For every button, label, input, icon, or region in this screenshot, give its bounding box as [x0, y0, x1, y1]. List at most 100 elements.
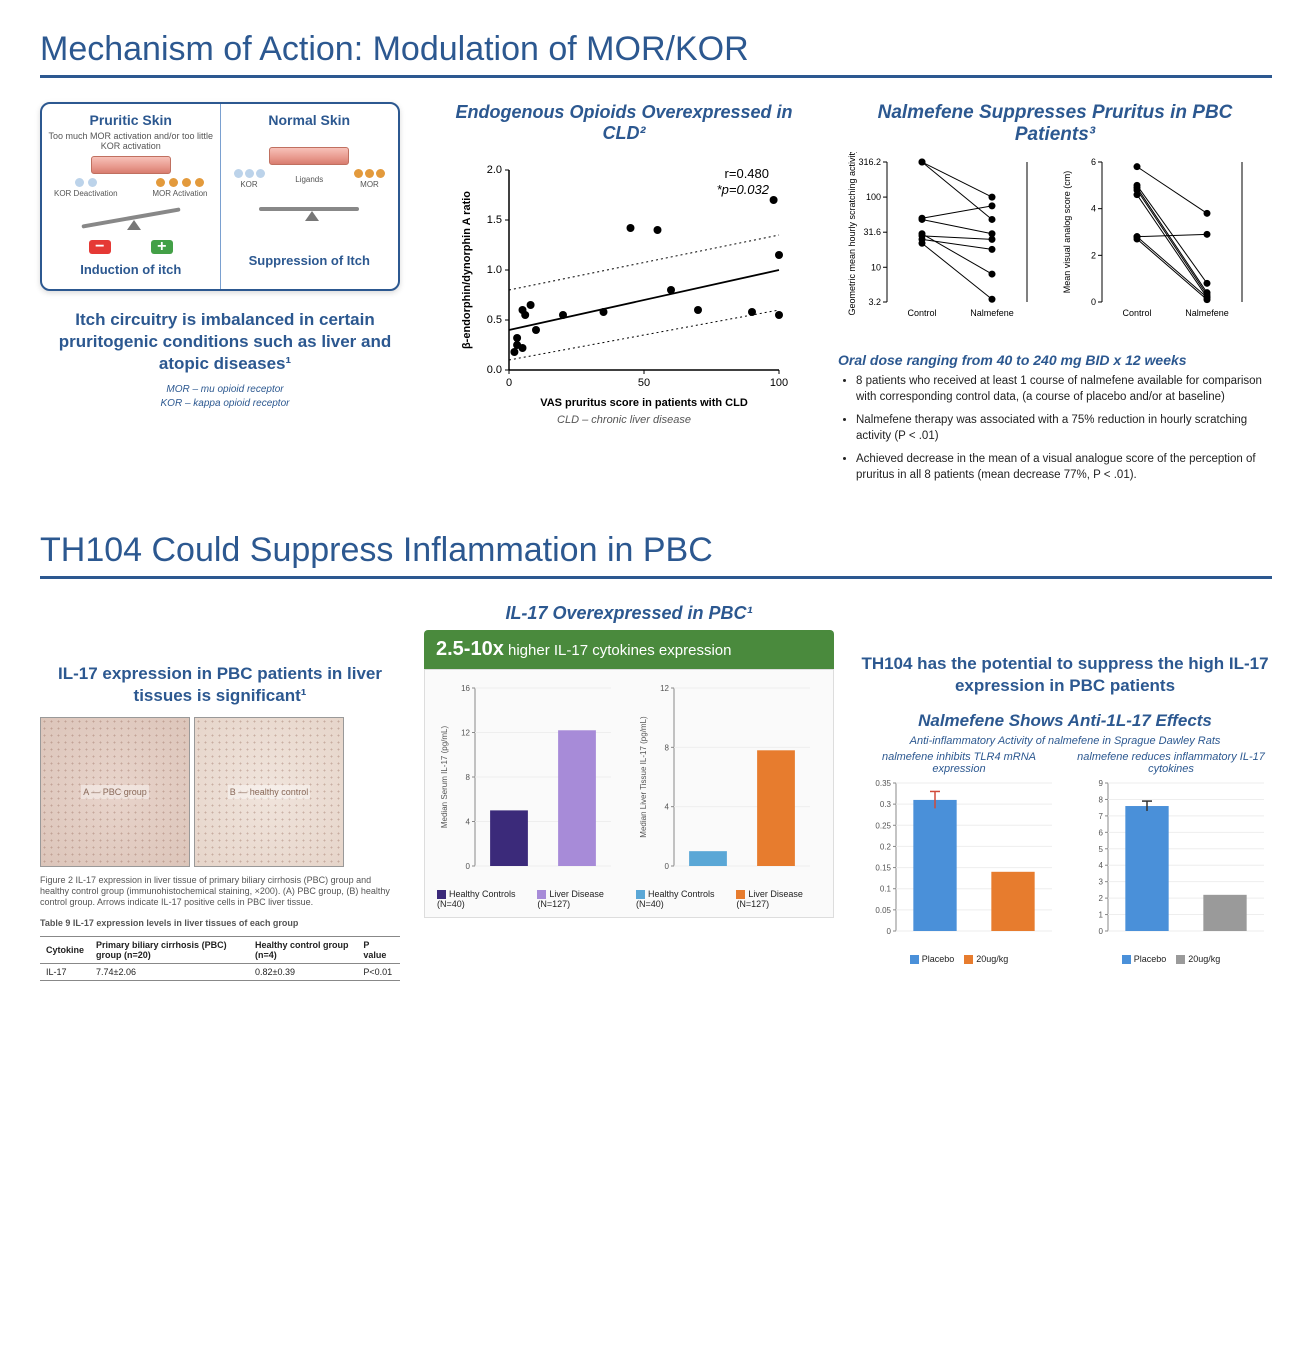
svg-text:5: 5 [1099, 845, 1104, 854]
nalm-bullet: Achieved decrease in the mean of a visua… [856, 452, 1272, 483]
col-skin: Pruritic Skin Too much MOR activation an… [40, 102, 410, 411]
svg-text:2: 2 [1091, 250, 1096, 260]
seesaw-icon [71, 202, 191, 232]
svg-text:6: 6 [1091, 157, 1096, 167]
right-heading: TH104 has the potential to suppress the … [858, 653, 1272, 697]
scatter-footnote: CLD – chronic liver disease [434, 414, 814, 426]
svg-text:4: 4 [1099, 862, 1104, 871]
svg-text:0.5: 0.5 [487, 314, 502, 326]
mor-cluster: MOR Activation [152, 178, 207, 198]
scatter-title: Endogenous Opioids Overexpressed in CLD² [434, 102, 814, 144]
table-caption: Table 9 IL-17 expression levels in liver… [40, 918, 400, 929]
svg-text:4: 4 [466, 818, 471, 827]
svg-text:7: 7 [1099, 812, 1104, 821]
tissue-b-icon: B — healthy control [194, 717, 344, 867]
svg-text:100: 100 [770, 377, 788, 389]
itch-blurb: Itch circuitry is imbalanced in certain … [40, 309, 410, 375]
svg-text:4: 4 [1091, 204, 1096, 214]
svg-text:0: 0 [466, 862, 471, 871]
svg-text:0.15: 0.15 [875, 864, 891, 873]
svg-text:0.3: 0.3 [880, 800, 892, 809]
col-left: IL-17 expression in PBC patients in live… [40, 603, 400, 981]
section1-row: Pruritic Skin Too much MOR activation an… [40, 102, 1272, 491]
kor-cluster: KOR Deactivation [54, 178, 118, 198]
mor-circle-icon [156, 178, 165, 187]
il17cyt-legend: Placebo20ug/kg [1070, 954, 1272, 964]
pruritic-sub: Too much MOR activation and/or too littl… [48, 132, 214, 152]
svg-text:8: 8 [665, 743, 670, 752]
svg-text:0.2: 0.2 [880, 843, 892, 852]
nalm-chart: 3.2 10 31.6 100 316.2 Control Nalmefene Geometr… [845, 152, 1265, 342]
col-scatter: Endogenous Opioids Overexpressed in CLD²… [434, 102, 814, 426]
col-right: TH104 has the potential to suppress the … [858, 603, 1272, 964]
r-chart1-title: nalmefene inhibits TLR4 mRNA expression [858, 751, 1060, 775]
right-supertitle: Anti-inflammatory Activity of nalmefene … [858, 735, 1272, 747]
kor-circle-icon [75, 178, 84, 187]
svg-text:316.2: 316.2 [858, 157, 881, 167]
normal-title: Normal Skin [268, 112, 350, 128]
section1-title: Mechanism of Action: Modulation of MOR/K… [40, 30, 1272, 78]
svg-text:4: 4 [665, 803, 670, 812]
plus-icon: + [151, 240, 173, 254]
svg-text:6: 6 [1099, 829, 1104, 838]
svg-text:2: 2 [1099, 894, 1104, 903]
receptor-defs: MOR – mu opioid receptor KOR – kappa opi… [40, 383, 410, 411]
fig-caption: Figure 2 IL-17 expression in liver tissu… [40, 875, 400, 907]
svg-text:12: 12 [461, 729, 470, 738]
nalm-bullets: 8 patients who received at least 1 cours… [838, 374, 1272, 483]
svg-text:β-endorphin/dynorphin A ratio: β-endorphin/dynorphin A ratio [461, 191, 473, 349]
serum-legend: Healthy Controls (N=40)Liver Disease (N=… [437, 889, 622, 909]
svg-text:31.6: 31.6 [863, 227, 881, 237]
svg-text:0.25: 0.25 [875, 822, 891, 831]
r-chart2-title: nalmefene reduces inflammatory IL-17 cyt… [1070, 751, 1272, 775]
svg-text:8: 8 [466, 773, 471, 782]
svg-text:50: 50 [638, 377, 650, 389]
pruritic-foot: Induction of itch [80, 262, 181, 277]
col-nalm: Nalmefene Suppresses Pruritus in PBC Pat… [838, 102, 1272, 491]
nalm-bullet: 8 patients who received at least 1 cours… [856, 374, 1272, 405]
svg-text:*p=0.032: *p=0.032 [717, 182, 770, 197]
skin-panel: Pruritic Skin Too much MOR activation an… [40, 102, 400, 291]
signs: − + [89, 240, 173, 254]
section2-title: TH104 Could Suppress Inflammation in PBC [40, 531, 1272, 579]
tissue-pair: A — PBC group B — healthy control [40, 717, 400, 867]
pruritic-skin-icon [91, 156, 171, 174]
svg-text:VAS pruritus score in patients: VAS pruritus score in patients with CLD [540, 397, 748, 409]
il17cyt-bar-chart: 0123456789 [1070, 775, 1270, 945]
svg-text:Median Liver Tissue IL-17 (pg/: Median Liver Tissue IL-17 (pg/mL) [639, 716, 648, 838]
svg-text:1: 1 [1099, 911, 1104, 920]
green-banner: 2.5-10x higher IL-17 cytokines expressio… [424, 630, 834, 669]
tlr4-bar-chart: 00.050.10.150.20.250.30.35 [858, 775, 1058, 945]
svg-text:2.0: 2.0 [487, 164, 502, 176]
svg-text:12: 12 [660, 684, 669, 693]
svg-text:8: 8 [1099, 796, 1104, 805]
svg-text:1.5: 1.5 [487, 214, 502, 226]
il17-table: CytokinePrimary biliary cirrhosis (PBC) … [40, 936, 400, 981]
svg-text:0.05: 0.05 [875, 906, 891, 915]
nalm-bullet: Nalmefene therapy was associated with a … [856, 413, 1272, 444]
svg-text:Mean visual analog score (cm): Mean visual analog score (cm) [1062, 171, 1072, 294]
svg-text:3.2: 3.2 [868, 297, 881, 307]
svg-text:Geometric mean hourly scratchi: Geometric mean hourly scratching activit… [847, 152, 857, 316]
col-center: IL-17 Overexpressed in PBC¹ 2.5-10x high… [424, 603, 834, 918]
svg-text:0.0: 0.0 [487, 364, 502, 376]
svg-text:0.1: 0.1 [880, 885, 892, 894]
center-card: 0 4 8 12 16 Median Serum IL-17 (pg/mL) Health… [424, 669, 834, 918]
nalm-title: Nalmefene Suppresses Pruritus in PBC Pat… [838, 102, 1272, 146]
svg-text:Nalmefene: Nalmefene [1185, 308, 1229, 318]
svg-text:0: 0 [1091, 297, 1096, 307]
svg-text:Median Serum IL-17 (pg/mL): Median Serum IL-17 (pg/mL) [440, 726, 449, 829]
svg-text:Control: Control [907, 308, 936, 318]
svg-text:16: 16 [461, 684, 470, 693]
dose-line: Oral dose ranging from 40 to 240 mg BID … [838, 352, 1272, 368]
svg-text:100: 100 [866, 192, 881, 202]
svg-text:0: 0 [665, 862, 670, 871]
minus-icon: − [89, 240, 111, 254]
svg-text:Nalmefene: Nalmefene [970, 308, 1014, 318]
normal-foot: Suppression of Itch [249, 253, 370, 268]
pruritic-title: Pruritic Skin [90, 112, 172, 128]
serum-bar-chart: 0 4 8 12 16 Median Serum IL-17 (pg/mL) [437, 680, 617, 880]
seesaw-balanced-icon [249, 193, 369, 223]
pruritic-cell: Pruritic Skin Too much MOR activation an… [42, 104, 220, 289]
svg-text:10: 10 [871, 262, 881, 272]
